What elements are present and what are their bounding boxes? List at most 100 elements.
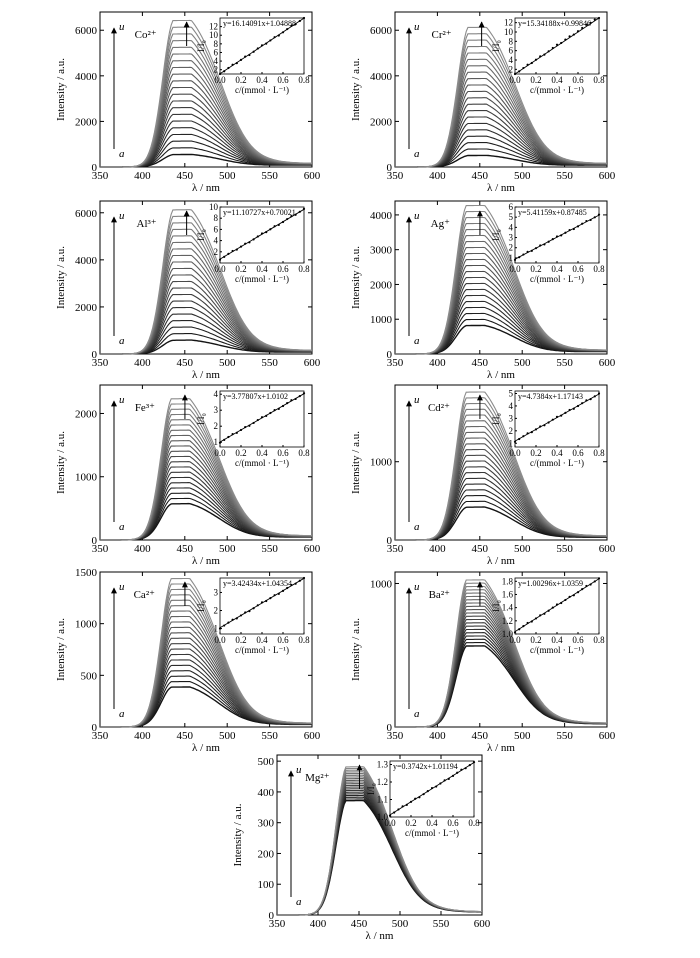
spectrum-panel-5: 350 400 450 500 550 600 0 1000 2000 λ / nm Intensi… [55,384,321,567]
spectrum-curve [100,466,312,541]
inset-data-point [260,44,264,47]
spectrum-curve [100,482,312,541]
inset-frame [514,390,600,448]
inset-data-point [418,796,421,799]
inset-data-point [547,240,550,243]
y-tick-label: 2000 [370,116,393,128]
inset-x-tick-label: 0.6 [277,264,289,274]
spectrum-panel-7: 350 400 450 500 550 600 0 500 1000 1500 λ / nm Inte… [55,567,321,754]
inset-y-tick-label: 1.6 [502,589,514,599]
x-tick-label: 400 [429,730,446,742]
inset-x-axis-label: c/(mmol · L⁻¹) [530,458,584,468]
inset-data-point [290,399,293,402]
x-tick-label: 550 [261,170,278,182]
inset-data-point [298,579,301,582]
inset-data-point [290,583,293,587]
inset-data-point [235,431,238,434]
plot-frame [99,11,313,168]
inset-data-point [539,244,542,247]
arrow-label-top: u [119,210,125,222]
inset-data-point [539,425,542,428]
inset-x-tick-label: 0.2 [235,448,246,458]
inset-data-point [281,404,285,408]
spectrum-curve [395,116,607,168]
inset-x-tick-label: 0.8 [468,818,480,828]
plot-frame [394,571,608,728]
inset-data-point [543,424,546,427]
inset-x-tick-label: 0.2 [530,75,541,85]
arrow-label-top: u [414,21,420,33]
ion-label: Co²⁺ [135,29,157,41]
x-tick-label: 550 [261,357,278,369]
y-tick-label: 0 [387,535,393,547]
inset-data-point [518,628,521,631]
inset-data-point [547,50,550,53]
inset-data-point [526,63,529,66]
inset-data-point [564,231,567,234]
spectrum-curve [100,113,312,168]
x-tick-label: 600 [304,170,321,182]
y-tick-label: 2000 [75,302,98,314]
inset-data-point [522,625,525,628]
x-tick-label: 400 [134,730,151,742]
x-tick-label: 400 [134,357,151,369]
inset-x-tick-label: 0.0 [214,635,226,645]
inset-y-axis-label: I/I₀ [491,40,501,52]
inset-data-point [560,601,563,605]
inset-data-point [564,598,567,602]
spectrum-curve [395,294,607,355]
inset-data-point [572,33,575,36]
inset-data-point [227,435,230,439]
inset-data-point [248,53,251,57]
ion-label: Mg²⁺ [305,772,330,784]
x-tick-label: 500 [219,730,236,742]
inset-data-point [414,797,417,800]
inset-data-point [265,599,268,603]
arrow-label-top: u [414,581,420,593]
inset-data-point [451,774,455,777]
x-tick-label: 500 [219,357,236,369]
ion-label: Cd²⁺ [428,402,450,414]
plot-frame [394,11,608,168]
arrow-label-top: u [119,21,125,33]
y-tick-label: 400 [258,787,275,799]
spectrum-curve [100,300,312,355]
inset-data-point [572,227,575,231]
inset-x-tick-label: 0.0 [214,448,226,458]
inset-y-tick-label: 1.0 [377,812,389,822]
inset-data-point [464,767,467,770]
inset-y-tick-label: 2 [509,243,514,253]
y-tick-label: 1000 [75,619,98,631]
x-tick-label: 600 [304,730,321,742]
inset-data-point [294,397,297,401]
inset-data-point [581,222,584,225]
inset-x-axis-label: c/(mmol · L⁻¹) [530,645,584,655]
x-tick-label: 450 [177,357,194,369]
inset-fit-line [514,17,600,75]
inset-data-point [269,39,272,42]
x-tick-label: 600 [474,918,491,930]
inset-data-point [426,790,429,793]
spectrum-curve [100,209,313,355]
inset-data-point [547,609,550,612]
inset-data-point [593,395,596,398]
arrow-label-top: u [119,581,125,593]
inset-data-point [568,228,571,232]
inset-x-tick-label: 0.6 [447,818,459,828]
inset-data-point [256,604,259,607]
inset-data-point [585,584,588,588]
plot-frame [99,200,313,355]
inset-data-point [256,418,259,422]
y-tick-label: 0 [387,722,393,734]
inset-data-point [539,55,542,58]
inset-data-point [518,437,521,441]
y-tick-label: 1500 [75,567,98,579]
inset-data-point [576,404,580,408]
x-axis-label: λ / nm [192,742,220,754]
inset-x-tick-label: 0.4 [256,635,268,645]
arrow-label-bottom: a [119,708,125,720]
inset-equation: y=1.00296x+1.0359 [518,579,583,588]
inset-y-tick-label: 4 [509,401,514,411]
